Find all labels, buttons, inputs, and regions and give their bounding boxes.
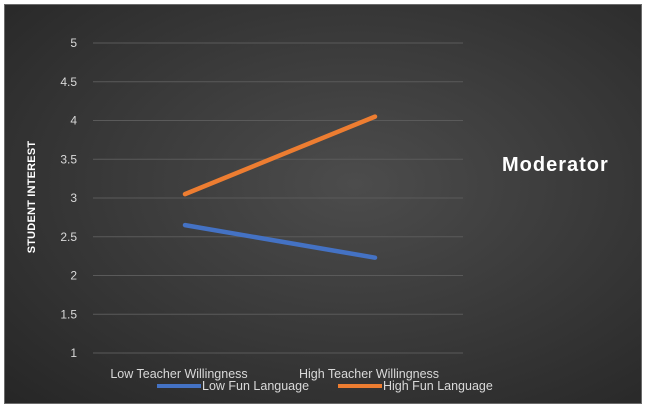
y-tick-label: 3 — [70, 191, 77, 205]
y-tick-label: 5 — [70, 36, 77, 50]
y-tick-label: 2.5 — [60, 230, 77, 244]
y-tick-label: 1.5 — [60, 307, 77, 321]
annotation-moderator: Moderator — [502, 154, 609, 176]
legend-label: High Fun Language — [383, 379, 493, 393]
line-chart: 1 1.5 2 2.5 3 3.5 4 4.5 5 STUDENT INTEREST Low T… — [26, 36, 609, 393]
series-lines — [182, 114, 378, 260]
category-label: High Teacher Willingness — [299, 367, 439, 381]
y-tick-label: 4 — [70, 114, 77, 128]
category-labels: Low Teacher Willingness High Teacher Will… — [110, 367, 439, 381]
legend: Low Fun Language High Fun Language — [157, 379, 493, 393]
y-tick-label: 3.5 — [60, 152, 77, 166]
legend-label: Low Fun Language — [202, 379, 309, 393]
y-tick-labels: 1 1.5 2 2.5 3 3.5 4 4.5 5 — [60, 36, 77, 360]
y-tick-label: 1 — [70, 346, 77, 360]
category-label: Low Teacher Willingness — [110, 367, 247, 381]
chart-frame: 1 1.5 2 2.5 3 3.5 4 4.5 5 STUDENT INTEREST Low T… — [4, 4, 642, 404]
series-line-high-fun-language — [182, 114, 378, 197]
gridlines — [93, 42, 463, 354]
y-tick-label: 4.5 — [60, 75, 77, 89]
series-line-low-fun-language — [182, 222, 378, 260]
y-tick-label: 2 — [70, 269, 77, 283]
y-axis-label: STUDENT INTEREST — [26, 141, 38, 254]
